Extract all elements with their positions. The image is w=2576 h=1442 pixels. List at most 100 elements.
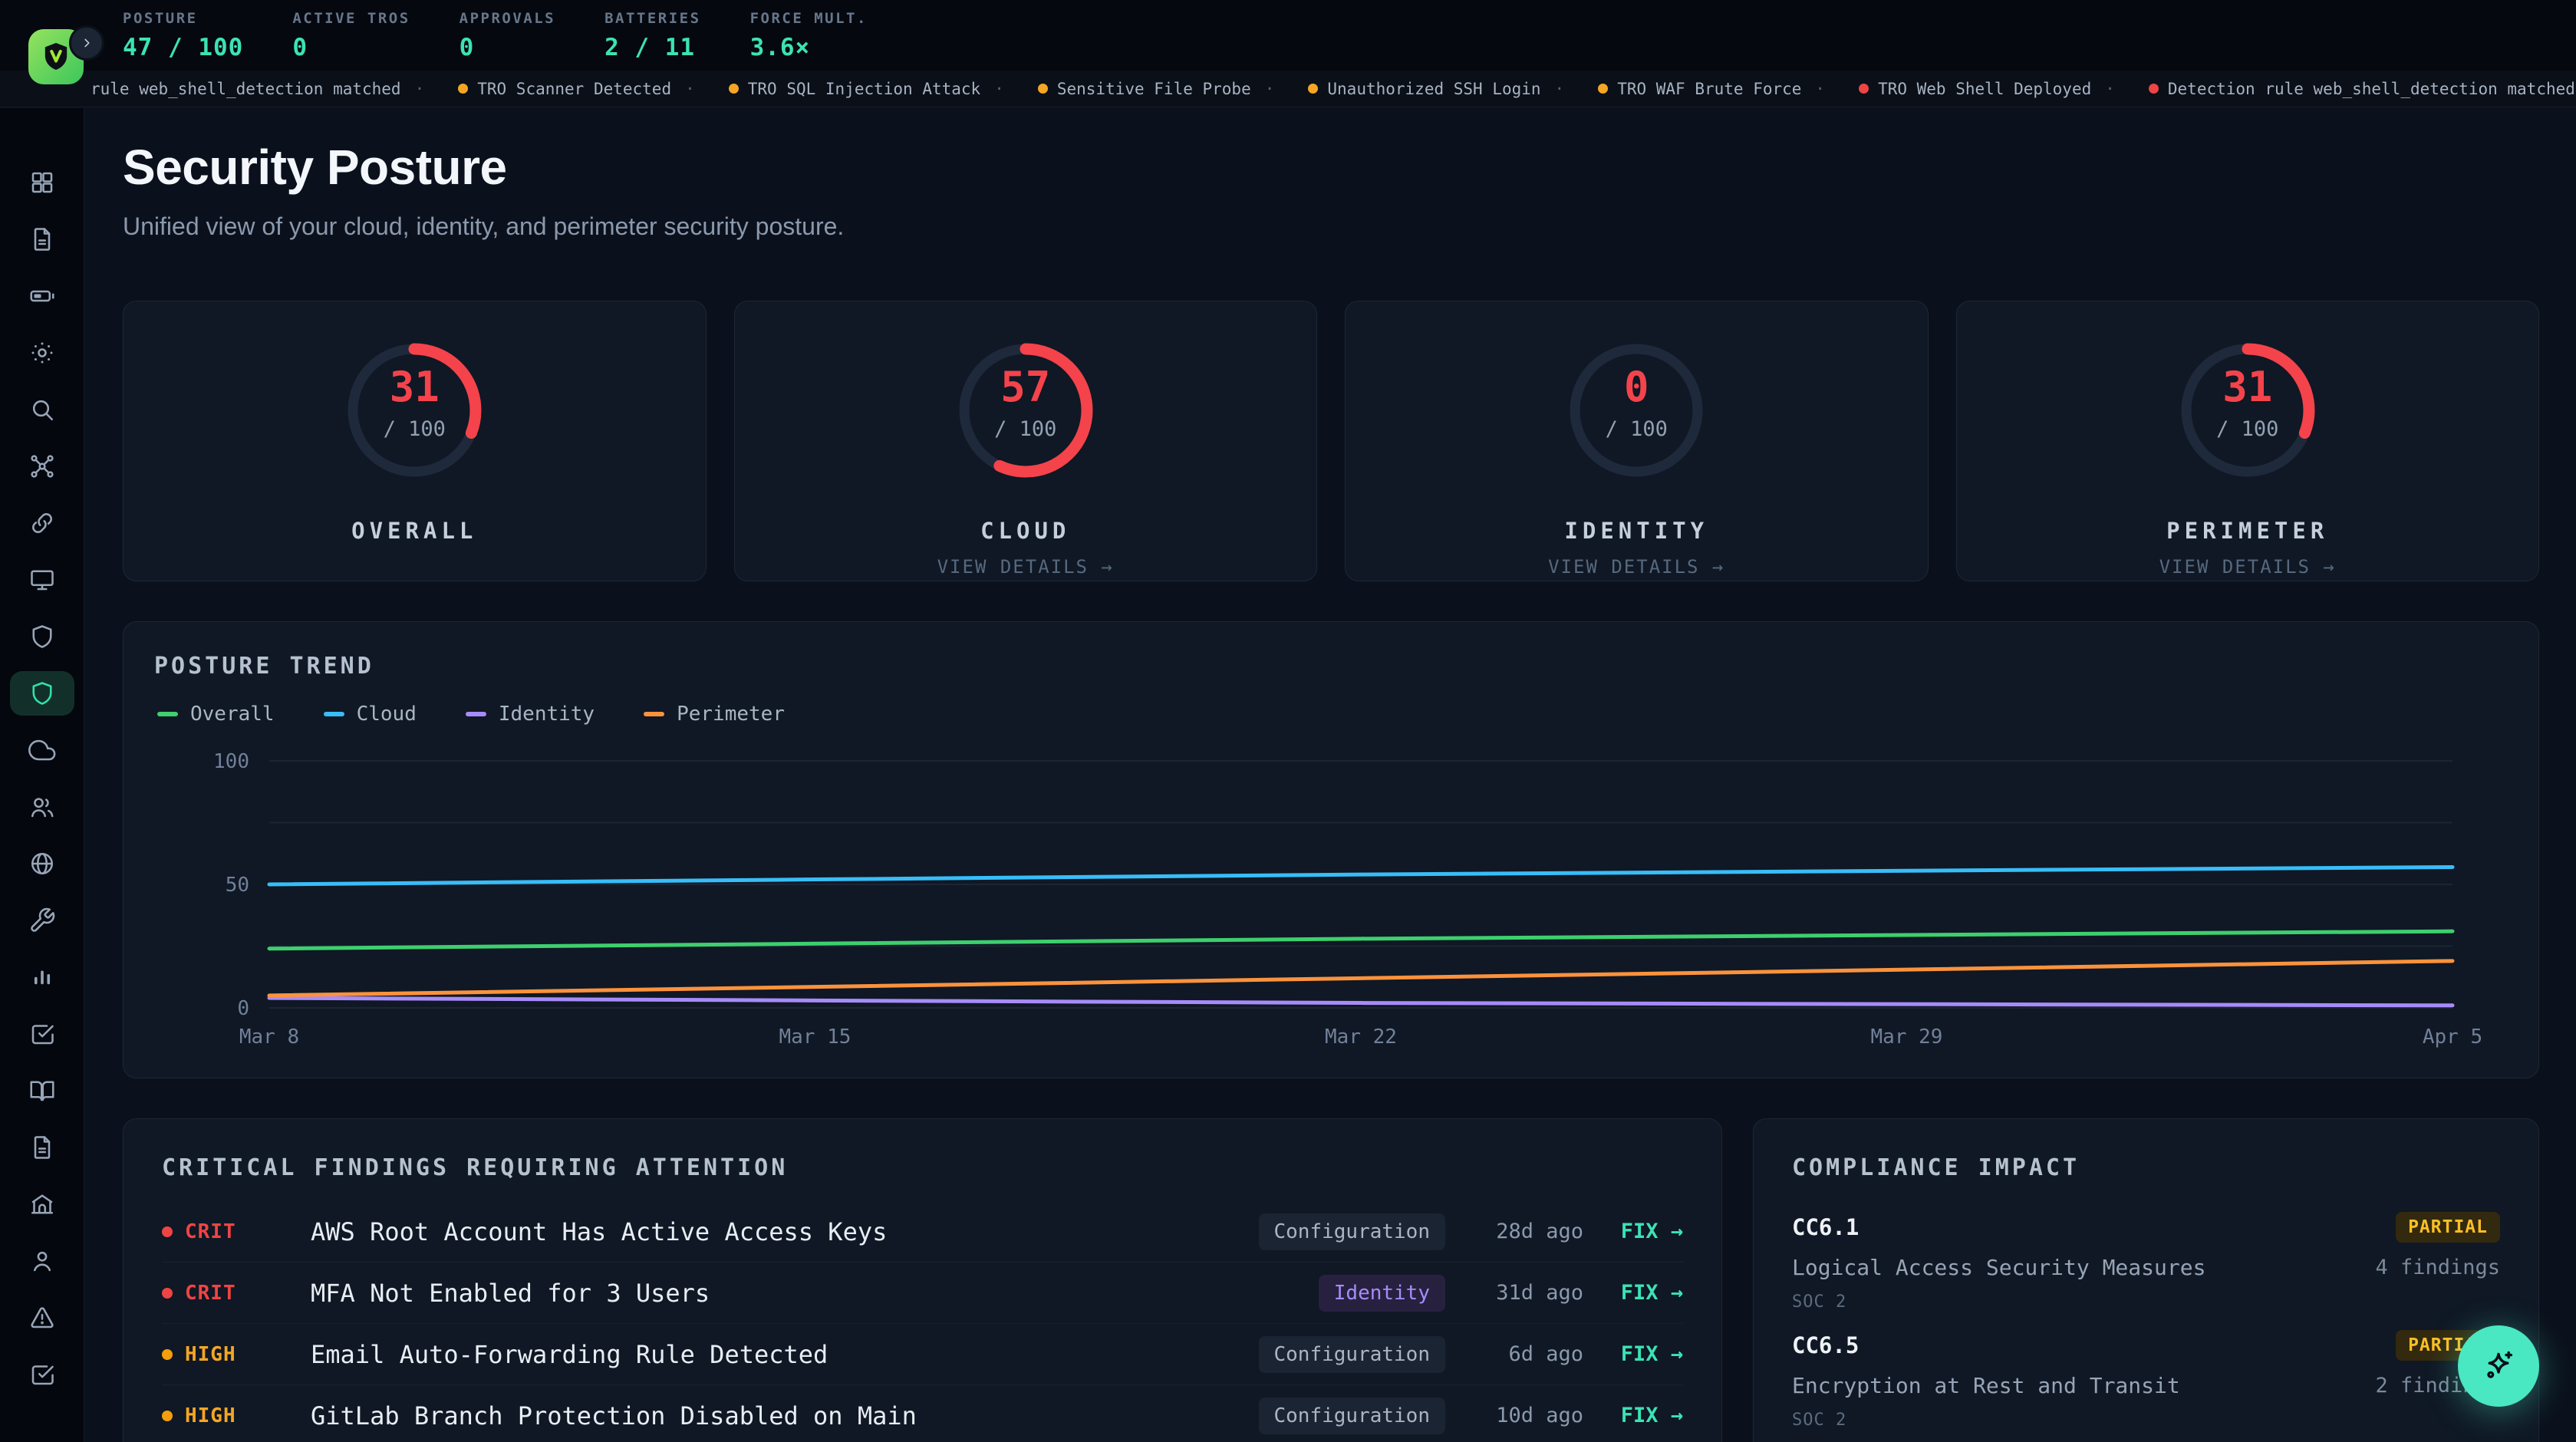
sidebar-item[interactable] <box>0 154 84 211</box>
view-details-link[interactable]: VIEW DETAILS → <box>2159 556 2336 578</box>
ticker-separator: · <box>1815 79 1826 98</box>
gauge-cards: 31 / 100 OVERALL 57 / 100 CLOUD VIEW DET… <box>123 301 2539 581</box>
main-content: Security Posture Unified view of your cl… <box>84 108 2576 1442</box>
alert-dot <box>1037 84 1048 94</box>
sidebar-item[interactable] <box>0 1233 84 1289</box>
panel-title: COMPLIANCE IMPACT <box>1792 1154 2080 1181</box>
sidebar-item[interactable] <box>0 779 84 835</box>
finding-row[interactable]: CRIT MFA Not Enabled for 3 Users Identit… <box>162 1263 1683 1324</box>
sidebar-item[interactable] <box>0 722 84 779</box>
sidebar-expand-button[interactable] <box>69 25 104 61</box>
view-details-link[interactable]: VIEW DETAILS → <box>937 556 1114 578</box>
ticker-text: Unauthorized SSH Login <box>1327 79 1541 98</box>
user-icon <box>10 1239 74 1283</box>
finding-title: GitLab Branch Protection Disabled on Mai… <box>311 1401 917 1430</box>
cloud-icon <box>10 728 74 772</box>
finding-age: 10d ago <box>1496 1404 1583 1427</box>
finding-title: Email Auto-Forwarding Rule Detected <box>311 1339 828 1369</box>
sidebar-item[interactable] <box>0 1346 84 1403</box>
search-icon <box>10 387 74 432</box>
sidebar-item[interactable] <box>0 268 84 324</box>
legend-label: Overall <box>190 703 275 726</box>
control-name: Encryption at Rest and Transit <box>1792 1373 2180 1398</box>
score-value: 31 <box>389 363 440 411</box>
fix-link[interactable]: FIX → <box>1620 1404 1683 1427</box>
view-details-link[interactable]: VIEW DETAILS → <box>1548 556 1725 578</box>
critical-findings-panel: CRITICAL FINDINGS REQUIRING ATTENTION CR… <box>123 1118 1722 1442</box>
sidebar-item[interactable] <box>0 1006 84 1062</box>
sidebar-item[interactable] <box>0 665 84 722</box>
globe-icon <box>10 841 74 886</box>
sidebar-item[interactable] <box>0 1062 84 1119</box>
finding-age: 28d ago <box>1496 1220 1583 1243</box>
score-denominator: / 100 <box>2216 417 2279 441</box>
legend-swatch <box>465 712 486 716</box>
score-value: 57 <box>1000 363 1051 411</box>
sidebar-item[interactable] <box>0 892 84 949</box>
svg-text:Mar 22: Mar 22 <box>1325 1026 1397 1048</box>
finding-tag: Identity <box>1318 1274 1445 1312</box>
legend-label: Cloud <box>356 703 417 726</box>
ticker-text: TRO SQL Injection Attack <box>747 79 981 98</box>
ticker-text: rule web_shell_detection matched <box>91 79 401 98</box>
legend-swatch <box>157 712 178 716</box>
ticker-separator: · <box>994 79 1004 98</box>
score-value: 0 <box>1623 363 1649 411</box>
chart-legend: Overall Cloud Identity Perimeter <box>154 703 2508 726</box>
page-subtitle: Unified view of your cloud, identity, an… <box>123 212 845 240</box>
fix-link[interactable]: FIX → <box>1620 1281 1683 1305</box>
sidebar-item[interactable] <box>0 495 84 551</box>
svg-text:100: 100 <box>213 750 249 773</box>
bank-icon <box>10 1182 74 1226</box>
ai-assistant-fab[interactable] <box>2458 1325 2539 1407</box>
finding-row[interactable]: HIGH GitLab Branch Protection Disabled o… <box>162 1385 1683 1442</box>
sidebar-item[interactable] <box>0 438 84 495</box>
fix-link[interactable]: FIX → <box>1620 1220 1683 1243</box>
sidebar-item[interactable] <box>0 608 84 665</box>
sidebar-item[interactable] <box>0 324 84 381</box>
ticker-separator: · <box>1264 79 1275 98</box>
sidebar-item[interactable] <box>0 381 84 438</box>
svg-text:Mar 15: Mar 15 <box>779 1026 852 1048</box>
ticker-text: TRO WAF Brute Force <box>1617 79 1802 98</box>
sidebar-item[interactable] <box>0 1289 84 1346</box>
gauge-card: 0 / 100 IDENTITY VIEW DETAILS → <box>1345 301 1929 581</box>
legend-item: Identity <box>465 703 595 726</box>
battery-icon <box>10 274 74 318</box>
sidebar-item[interactable] <box>0 1176 84 1233</box>
sidebar-item[interactable] <box>0 835 84 892</box>
stat-value: 0 <box>459 33 475 61</box>
score-gauge: 31 / 100 <box>338 334 491 487</box>
ticker-separator: · <box>685 79 695 98</box>
stat-label: FORCE MULT. <box>749 9 868 27</box>
gauge-card: 31 / 100 OVERALL <box>123 301 707 581</box>
sidebar-item[interactable] <box>0 949 84 1006</box>
sidebar-item[interactable] <box>0 551 84 608</box>
stat-label: BATTERIES <box>604 9 701 27</box>
panel-title: CRITICAL FINDINGS REQUIRING ATTENTION <box>162 1154 789 1181</box>
stat-label: ACTIVE TROS <box>292 9 410 27</box>
drone-icon <box>10 444 74 489</box>
fix-link[interactable]: FIX → <box>1620 1342 1683 1366</box>
finding-row[interactable]: HIGH Email Auto-Forwarding Rule Detected… <box>162 1324 1683 1385</box>
findings-list: CRIT AWS Root Account Has Active Access … <box>162 1201 1683 1442</box>
compliance-list: CC6.1 PARTIAL Logical Access Security Me… <box>1792 1212 2500 1442</box>
stat-value: 3.6× <box>749 33 811 61</box>
severity-label: CRIT <box>185 1220 236 1243</box>
sidebar-item[interactable] <box>0 211 84 268</box>
ticker-separator: · <box>2105 79 2115 98</box>
stat-value: 0 <box>292 33 308 61</box>
ticker-text: TRO Scanner Detected <box>477 79 672 98</box>
stat-value: 2 / 11 <box>604 33 696 61</box>
stat: APPROVALS 0 <box>460 10 555 61</box>
posture-trend-panel: POSTURE TREND Overall Cloud Identity <box>123 621 2539 1078</box>
link-icon <box>10 501 74 545</box>
chevron-right-icon <box>78 35 95 51</box>
ticker-item: TRO WAF Brute Force · <box>1598 80 1825 98</box>
shield-icon <box>9 671 74 716</box>
severity-dot <box>162 1287 173 1299</box>
finding-row[interactable]: CRIT AWS Root Account Has Active Access … <box>162 1201 1683 1263</box>
file-icon <box>10 217 74 262</box>
legend-swatch <box>323 712 344 716</box>
sidebar-item[interactable] <box>0 1119 84 1176</box>
